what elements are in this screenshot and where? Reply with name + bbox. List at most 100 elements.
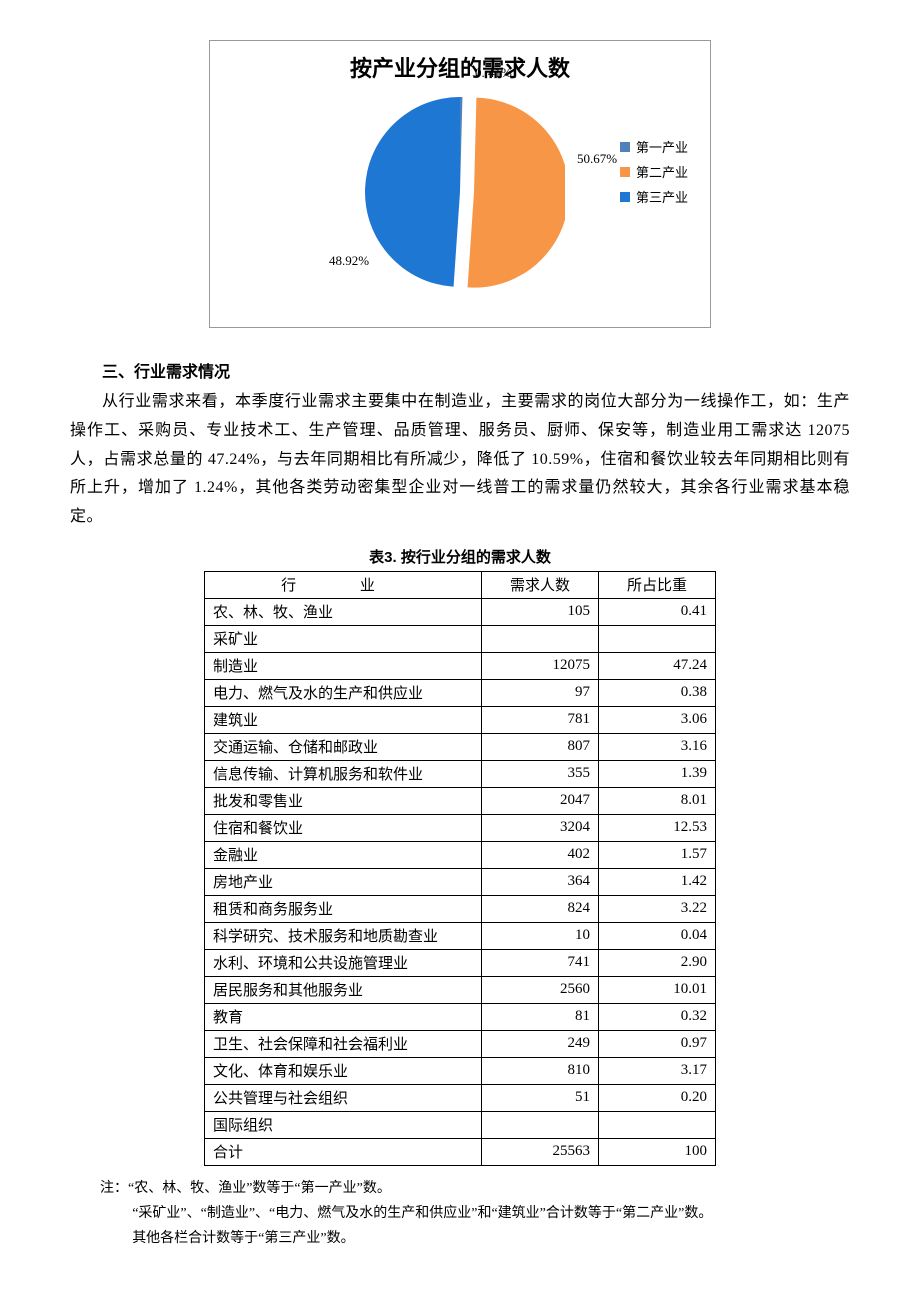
legend-swatch-1 [620,167,630,177]
table-row: 租赁和商务服务业8243.22 [205,895,716,922]
cell-demand: 364 [482,868,599,895]
table-notes: 注：“农、林、牧、渔业”数等于“第一产业”数。 “采矿业”、“制造业”、“电力、… [100,1176,850,1252]
cell-share [599,1111,716,1138]
cell-industry: 文化、体育和娱乐业 [205,1057,482,1084]
table-row: 房地产业3641.42 [205,868,716,895]
cell-share: 8.01 [599,787,716,814]
note-line-1: 注：“农、林、牧、渔业”数等于“第一产业”数。 [100,1176,850,1201]
table-row: 制造业1207547.24 [205,652,716,679]
cell-industry: 教育 [205,1003,482,1030]
cell-industry: 水利、环境和公共设施管理业 [205,949,482,976]
cell-share [599,625,716,652]
col-header-share: 所占比重 [599,571,716,598]
note-line-2: “采矿业”、“制造业”、“电力、燃气及水的生产和供应业”和“建筑业”合计数等于“… [100,1201,850,1226]
legend-label-0: 第一产业 [636,137,688,156]
section-paragraph: 从行业需求来看，本季度行业需求主要集中在制造业，主要需求的岗位大部分为一线操作工… [70,388,850,532]
cell-industry: 居民服务和其他服务业 [205,976,482,1003]
cell-demand: 2560 [482,976,599,1003]
cell-demand [482,1111,599,1138]
chart-legend: 第一产业 第二产业 第三产业 [620,131,688,212]
cell-demand: 10 [482,922,599,949]
pie-slice-0 [460,97,462,192]
legend-label-2: 第三产业 [636,187,688,206]
cell-industry: 交通运输、仓储和邮政业 [205,733,482,760]
table-row: 采矿业 [205,625,716,652]
cell-industry: 金融业 [205,841,482,868]
cell-demand: 97 [482,679,599,706]
pie-label-1: 50.67% [577,151,617,167]
note-line-3: 其他各栏合计数等于“第三产业”数。 [100,1226,850,1251]
cell-demand: 781 [482,706,599,733]
cell-demand: 3204 [482,814,599,841]
cell-share: 0.32 [599,1003,716,1030]
cell-share: 0.20 [599,1084,716,1111]
cell-demand: 355 [482,760,599,787]
cell-demand: 12075 [482,652,599,679]
cell-demand: 810 [482,1057,599,1084]
cell-industry: 电力、燃气及水的生产和供应业 [205,679,482,706]
cell-industry: 公共管理与社会组织 [205,1084,482,1111]
cell-share: 0.38 [599,679,716,706]
cell-industry: 国际组织 [205,1111,482,1138]
table-row: 国际组织 [205,1111,716,1138]
cell-share: 1.39 [599,760,716,787]
table-row: 交通运输、仓储和邮政业8073.16 [205,733,716,760]
col-header-industry: 行 业 [205,571,482,598]
cell-demand: 741 [482,949,599,976]
cell-share: 3.17 [599,1057,716,1084]
cell-share: 10.01 [599,976,716,1003]
cell-industry: 住宿和餐饮业 [205,814,482,841]
cell-share: 0.97 [599,1030,716,1057]
table-row: 金融业4021.57 [205,841,716,868]
table-header-row: 行 业 需求人数 所占比重 [205,571,716,598]
industry-pie-chart: 按产业分组的需求人数 0..41% 50.67% 48.92% 第一产业 第二产… [209,40,711,328]
legend-label-1: 第二产业 [636,162,688,181]
table-row: 教育810.32 [205,1003,716,1030]
cell-industry: 卫生、社会保障和社会福利业 [205,1030,482,1057]
legend-swatch-2 [620,192,630,202]
cell-share: 0.04 [599,922,716,949]
cell-demand: 807 [482,733,599,760]
cell-demand: 81 [482,1003,599,1030]
cell-industry: 信息传输、计算机服务和软件业 [205,760,482,787]
cell-demand: 824 [482,895,599,922]
legend-swatch-0 [620,142,630,152]
table-row: 住宿和餐饮业320412.53 [205,814,716,841]
table-row: 电力、燃气及水的生产和供应业970.38 [205,679,716,706]
cell-demand: 402 [482,841,599,868]
pie-slice-2 [365,97,460,287]
cell-demand: 105 [482,598,599,625]
chart-title: 按产业分组的需求人数 [210,51,710,83]
cell-industry: 科学研究、技术服务和地质勘查业 [205,922,482,949]
legend-item-2: 第三产业 [620,187,688,206]
cell-industry: 合计 [205,1138,482,1165]
cell-share: 1.57 [599,841,716,868]
table-row: 水利、环境和公共设施管理业7412.90 [205,949,716,976]
cell-demand: 2047 [482,787,599,814]
table-row: 合计25563100 [205,1138,716,1165]
cell-share: 1.42 [599,868,716,895]
cell-share: 100 [599,1138,716,1165]
table-row: 农、林、牧、渔业1050.41 [205,598,716,625]
cell-demand: 25563 [482,1138,599,1165]
cell-share: 12.53 [599,814,716,841]
cell-share: 2.90 [599,949,716,976]
table-row: 卫生、社会保障和社会福利业2490.97 [205,1030,716,1057]
cell-share: 3.16 [599,733,716,760]
section-heading: 三、行业需求情况 [70,358,850,382]
cell-industry: 农、林、牧、渔业 [205,598,482,625]
cell-industry: 租赁和商务服务业 [205,895,482,922]
pie-label-2: 48.92% [329,253,369,269]
cell-share: 3.06 [599,706,716,733]
table-row: 公共管理与社会组织510.20 [205,1084,716,1111]
table-row: 批发和零售业20478.01 [205,787,716,814]
cell-industry: 房地产业 [205,868,482,895]
industry-table: 行 业 需求人数 所占比重 农、林、牧、渔业1050.41采矿业制造业12075… [204,571,716,1166]
pie-label-0: 0..41% [475,65,512,81]
table-row: 文化、体育和娱乐业8103.17 [205,1057,716,1084]
pie-holder: 0..41% 50.67% 48.92% [355,87,565,297]
table-body: 农、林、牧、渔业1050.41采矿业制造业1207547.24电力、燃气及水的生… [205,598,716,1165]
legend-item-0: 第一产业 [620,137,688,156]
cell-demand: 249 [482,1030,599,1057]
cell-demand [482,625,599,652]
